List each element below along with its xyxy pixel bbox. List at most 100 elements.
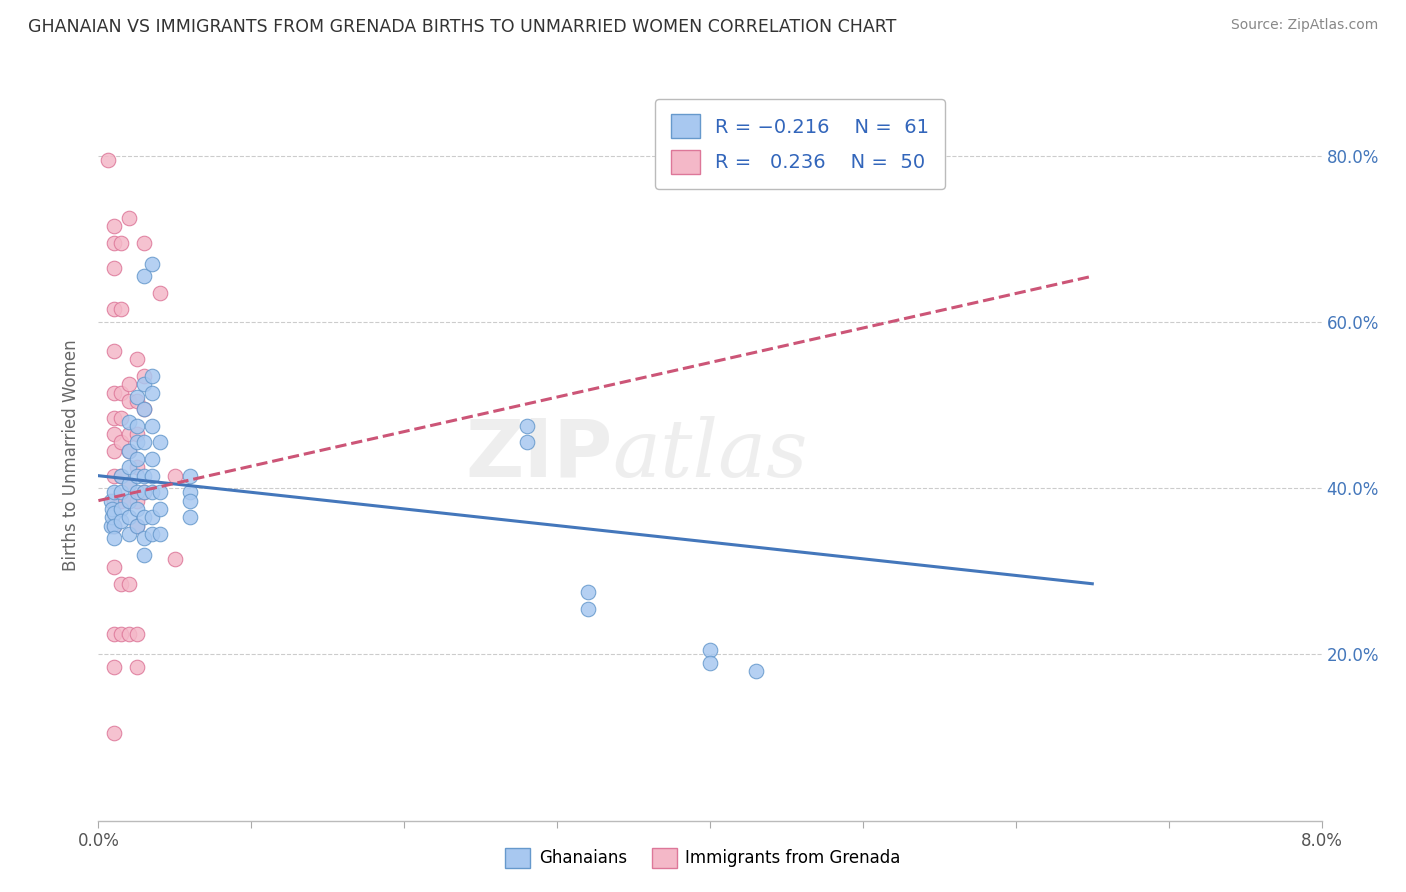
Point (100, 518, 122, 533)
Y-axis label: Births to Unmarried Women: Births to Unmarried Women (62, 339, 80, 571)
Legend: Ghanaians, Immigrants from Grenada: Ghanaians, Immigrants from Grenada (499, 841, 907, 875)
Point (118, 427, 141, 442)
Legend: R = −0.216    N =  61, R =   0.236    N =  50: R = −0.216 N = 61, R = 0.236 N = 50 (655, 99, 945, 189)
Point (576, 585, 599, 599)
Point (103, 660, 125, 674)
Point (100, 493, 122, 508)
Point (118, 443, 141, 458)
Point (134, 485, 156, 500)
Point (103, 518, 125, 533)
Point (125, 626, 148, 640)
Point (101, 502, 124, 516)
Point (110, 235, 132, 250)
Point (118, 493, 141, 508)
Point (699, 643, 721, 657)
Point (118, 460, 141, 475)
Point (118, 626, 141, 640)
Point (110, 576, 132, 591)
Point (110, 468, 132, 483)
Point (134, 485, 156, 500)
Point (516, 435, 538, 450)
Point (103, 427, 125, 442)
Point (103, 518, 125, 533)
Point (103, 302, 125, 317)
Point (110, 502, 132, 516)
Point (103, 385, 125, 400)
Point (103, 485, 125, 500)
Point (149, 502, 172, 516)
Point (110, 626, 132, 640)
Point (103, 410, 125, 425)
Point (103, 506, 125, 520)
Point (110, 302, 132, 317)
Point (118, 211, 141, 225)
Point (125, 390, 148, 404)
Point (103, 726, 125, 740)
Text: Source: ZipAtlas.com: Source: ZipAtlas.com (1230, 18, 1378, 32)
Point (103, 219, 125, 234)
Point (141, 527, 163, 541)
Point (103, 344, 125, 359)
Point (141, 510, 163, 524)
Point (134, 548, 156, 562)
Point (134, 368, 156, 383)
Point (125, 493, 148, 508)
Point (110, 493, 132, 508)
Point (125, 460, 148, 475)
Point (179, 468, 201, 483)
Point (134, 402, 156, 417)
Point (125, 518, 148, 533)
Point (134, 235, 156, 250)
Point (141, 452, 163, 467)
Point (118, 477, 141, 491)
Point (141, 257, 163, 271)
Point (110, 468, 132, 483)
Point (163, 551, 186, 566)
Point (118, 477, 141, 491)
Point (745, 664, 768, 678)
Point (103, 531, 125, 545)
Point (141, 368, 163, 383)
Point (163, 468, 186, 483)
Text: GHANAIAN VS IMMIGRANTS FROM GRENADA BIRTHS TO UNMARRIED WOMEN CORRELATION CHART: GHANAIAN VS IMMIGRANTS FROM GRENADA BIRT… (28, 18, 897, 36)
Point (125, 393, 148, 408)
Point (149, 285, 172, 300)
Point (179, 485, 201, 500)
Point (103, 468, 125, 483)
Point (103, 626, 125, 640)
Point (103, 260, 125, 275)
Point (110, 410, 132, 425)
Point (134, 531, 156, 545)
Point (118, 576, 141, 591)
Point (118, 377, 141, 392)
Point (134, 510, 156, 524)
Point (141, 468, 163, 483)
Point (110, 515, 132, 529)
Point (110, 385, 132, 400)
Point (118, 527, 141, 541)
Point (125, 452, 148, 467)
Point (118, 443, 141, 458)
Point (141, 485, 163, 500)
Text: atlas: atlas (612, 417, 807, 493)
Point (118, 393, 141, 408)
Point (125, 502, 148, 516)
Point (101, 510, 124, 524)
Point (134, 468, 156, 483)
Point (103, 443, 125, 458)
Point (110, 485, 132, 500)
Point (699, 656, 721, 670)
Point (103, 560, 125, 574)
Point (110, 435, 132, 450)
Point (125, 427, 148, 442)
Point (134, 269, 156, 284)
Point (125, 352, 148, 367)
Point (149, 435, 172, 450)
Point (103, 235, 125, 250)
Point (179, 510, 201, 524)
Point (97, 153, 120, 167)
Point (103, 493, 125, 508)
Point (118, 415, 141, 429)
Point (179, 493, 201, 508)
Point (576, 601, 599, 615)
